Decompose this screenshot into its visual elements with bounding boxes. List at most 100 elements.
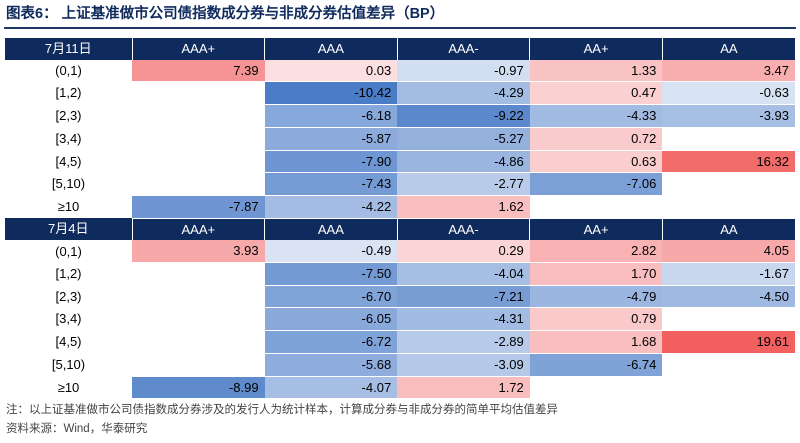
spread-cell: -6.70 — [264, 285, 398, 309]
spread-cell: -6.74 — [529, 353, 663, 377]
rating-header: AAA+ — [131, 218, 265, 241]
spread-cell: -10.42 — [264, 81, 398, 106]
term-label: [5,10) — [51, 356, 86, 372]
spread-cell: 19.61 — [662, 330, 795, 354]
term-label: (0,1) — [55, 62, 82, 78]
spread-cell: -2.77 — [397, 172, 530, 196]
spread-cell: -2.89 — [397, 330, 530, 354]
spread-cell — [529, 195, 663, 219]
valuation-spread-table: 7月11日 AAA+ AAA AAA- AA+ AA (0,1) 7.39 0.03 -0.97 1… — [5, 38, 795, 400]
spread-cell — [132, 104, 265, 128]
spread-cell — [132, 330, 265, 354]
panel-header-row: 7月4日 AAA+ AAA AAA- AA+ AA — [5, 218, 795, 241]
spread-cell: -4.22 — [264, 195, 398, 219]
term-label: [1,2) — [55, 85, 82, 101]
spread-cell: -0.49 — [264, 240, 398, 264]
spread-cell: -7.87 — [132, 195, 265, 219]
term-label: (0,1) — [55, 243, 82, 259]
spread-cell: -4.33 — [529, 104, 663, 128]
spread-cell: -4.86 — [397, 150, 530, 174]
spread-cell: 0.29 — [397, 240, 530, 264]
footnote: 注：以上证基准做市公司债指数成分券涉及的发行人为统计样本，计算成分券与非成分券的… — [6, 404, 558, 416]
spread-cell: -0.97 — [397, 59, 530, 83]
term-label: [5,10) — [51, 176, 86, 192]
spread-cell — [132, 172, 265, 196]
spread-cell — [132, 150, 265, 174]
spread-cell: -6.72 — [264, 330, 398, 354]
spread-cell — [132, 127, 265, 151]
table-row: (0,1) 7.39 0.03 -0.97 1.33 3.47 — [5, 59, 795, 83]
spread-cell: -4.29 — [397, 81, 530, 106]
term-label: [2,3) — [55, 288, 82, 304]
table-row: (0,1) 3.93 -0.49 0.29 2.82 4.05 — [5, 240, 795, 264]
spread-cell — [662, 195, 795, 219]
rating-header: AA — [661, 38, 795, 60]
spread-cell: 0.72 — [529, 127, 663, 151]
spread-cell: 2.82 — [529, 240, 663, 264]
spread-cell — [132, 262, 265, 286]
table-row: [3,4) -6.05 -4.31 0.79 — [5, 307, 795, 332]
rating-header: AA+ — [529, 38, 663, 60]
spread-cell: 1.33 — [529, 59, 663, 83]
spread-cell: -7.43 — [264, 172, 398, 196]
spread-cell: -9.22 — [397, 104, 530, 128]
spread-cell: 1.62 — [397, 195, 530, 219]
table-row: [1,2) -7.50 -4.04 1.70 -1.67 — [5, 262, 795, 286]
panel-date: 7月11日 — [5, 38, 132, 60]
table-row: [2,3) -6.70 -7.21 -4.79 -4.50 — [5, 285, 795, 309]
term-label: ≥10 — [57, 379, 80, 395]
spread-cell — [529, 376, 663, 400]
table-row: [4,5) -7.90 -4.86 0.63 16.32 — [5, 150, 795, 174]
term-label: [1,2) — [55, 266, 82, 282]
panel-date: 7月4日 — [5, 218, 132, 241]
term-label: [2,3) — [55, 108, 82, 124]
spread-cell — [662, 172, 795, 196]
table-row: [4,5) -6.72 -2.89 1.68 19.61 — [5, 330, 795, 354]
spread-cell: -6.05 — [264, 307, 398, 332]
spread-cell: 4.05 — [662, 240, 795, 264]
spread-cell: 0.79 — [529, 307, 663, 332]
table-row: ≥10 -7.87 -4.22 1.62 — [5, 195, 795, 219]
spread-cell: 3.93 — [132, 240, 265, 264]
spread-cell: 3.47 — [662, 59, 795, 83]
spread-cell: 1.70 — [529, 262, 663, 286]
spread-cell: -4.50 — [662, 285, 795, 309]
spread-cell: -5.27 — [397, 127, 530, 151]
spread-cell: 0.47 — [529, 81, 663, 106]
rating-header: AAA- — [396, 218, 530, 241]
spread-cell: -3.93 — [662, 104, 795, 128]
table-row: [1,2) -10.42 -4.29 0.47 -0.63 — [5, 81, 795, 106]
data-source: 资料来源：Wind，华泰研究 — [6, 423, 148, 435]
table-row: ≥10 -8.99 -4.07 1.72 — [5, 376, 795, 400]
spread-cell: -4.07 — [264, 376, 398, 400]
spread-cell — [662, 127, 795, 151]
title-divider — [4, 27, 796, 29]
spread-cell: -7.50 — [264, 262, 398, 286]
rating-header: AAA- — [396, 38, 530, 60]
spread-cell: 0.63 — [529, 150, 663, 174]
panel-header-row: 7月11日 AAA+ AAA AAA- AA+ AA — [5, 38, 795, 60]
spread-cell — [662, 307, 795, 332]
rating-header: AA+ — [529, 218, 663, 241]
rating-header: AAA — [264, 38, 398, 60]
spread-cell — [132, 307, 265, 332]
spread-cell: -4.04 — [397, 262, 530, 286]
term-label: [3,4) — [55, 311, 82, 327]
table-body: 7月11日 AAA+ AAA AAA- AA+ AA (0,1) 7.39 0.03 -0.97 1… — [5, 38, 795, 400]
table-row: [3,4) -5.87 -5.27 0.72 — [5, 127, 795, 151]
rating-header: AA — [661, 218, 795, 241]
term-label: [3,4) — [55, 130, 82, 146]
spread-cell: 1.68 — [529, 330, 663, 354]
spread-cell: -5.87 — [264, 127, 398, 151]
spread-cell — [132, 285, 265, 309]
rating-header: AAA+ — [131, 38, 265, 60]
table-row: [2,3) -6.18 -9.22 -4.33 -3.93 — [5, 104, 795, 128]
term-label: [4,5) — [55, 153, 82, 169]
table-row: [5,10) -5.68 -3.09 -6.74 — [5, 353, 795, 377]
spread-cell: -8.99 — [132, 376, 265, 400]
spread-cell: 0.03 — [264, 59, 398, 83]
spread-cell: -6.18 — [264, 104, 398, 128]
table-row: [5,10) -7.43 -2.77 -7.06 — [5, 172, 795, 196]
rating-header: AAA — [264, 218, 398, 241]
spread-cell: -7.21 — [397, 285, 530, 309]
